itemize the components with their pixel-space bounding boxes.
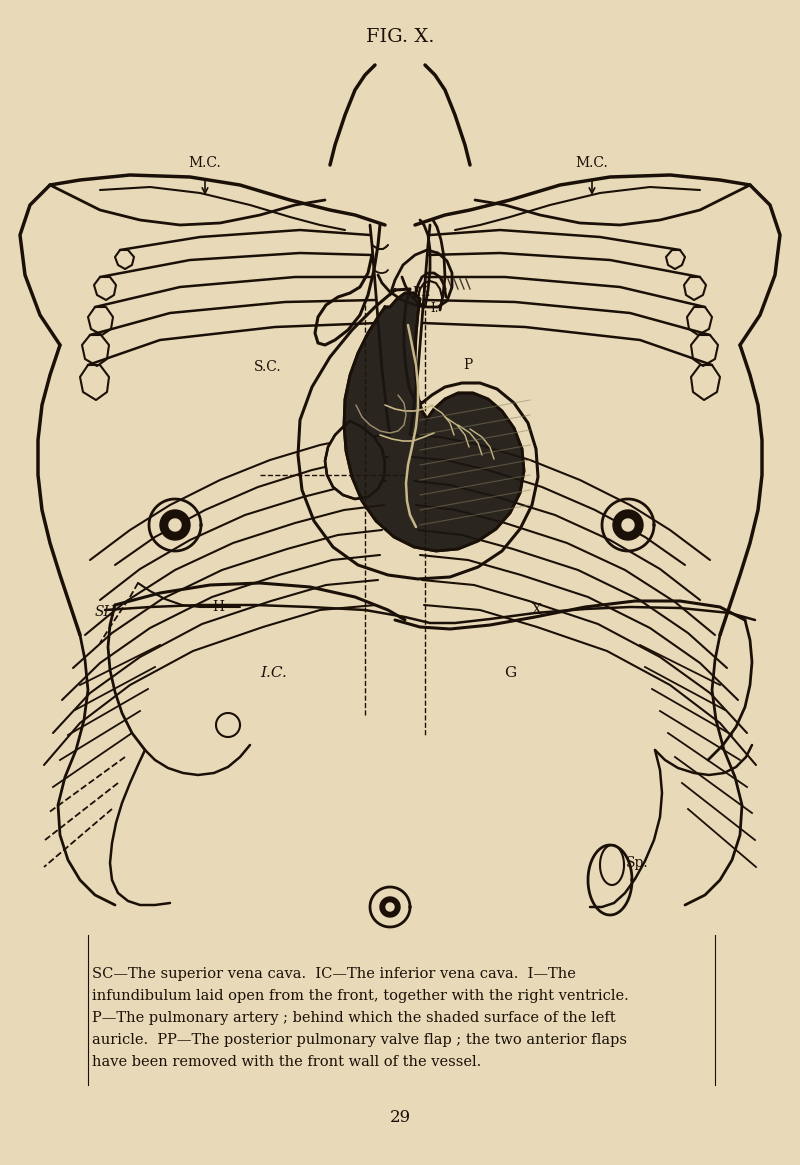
Polygon shape: [169, 518, 181, 531]
Polygon shape: [380, 897, 400, 917]
Text: M.C.: M.C.: [576, 156, 608, 170]
Text: P: P: [463, 358, 473, 372]
Text: have been removed with the front wall of the vessel.: have been removed with the front wall of…: [92, 1055, 482, 1069]
Text: auricle.  PP—The posterior pulmonary valve flap ; the two anterior flaps: auricle. PP—The posterior pulmonary valv…: [92, 1033, 627, 1047]
Polygon shape: [325, 421, 385, 499]
Text: S.C.: S.C.: [254, 360, 282, 374]
Text: M.C.: M.C.: [189, 156, 222, 170]
Polygon shape: [622, 518, 634, 531]
Polygon shape: [344, 294, 524, 551]
Text: 29: 29: [390, 1109, 410, 1125]
Text: I.C.: I.C.: [261, 666, 287, 680]
Polygon shape: [160, 510, 190, 541]
Text: I.: I.: [430, 303, 439, 316]
Text: SH: SH: [94, 605, 116, 619]
Text: H: H: [212, 600, 224, 614]
Polygon shape: [613, 510, 643, 541]
Text: FIG. X.: FIG. X.: [366, 28, 434, 45]
Text: X: X: [532, 603, 542, 617]
Text: SC—The superior vena cava.  IC—The inferior vena cava.  I—The: SC—The superior vena cava. IC—The inferi…: [92, 967, 576, 981]
Polygon shape: [386, 903, 394, 911]
Text: infundibulum laid open from the front, together with the right ventricle.: infundibulum laid open from the front, t…: [92, 989, 629, 1003]
Text: P.P.: P.P.: [413, 287, 431, 299]
Text: P—The pulmonary artery ; behind which the shaded surface of the left: P—The pulmonary artery ; behind which th…: [92, 1011, 616, 1025]
Text: G: G: [504, 666, 516, 680]
Text: Sp.: Sp.: [626, 856, 649, 870]
